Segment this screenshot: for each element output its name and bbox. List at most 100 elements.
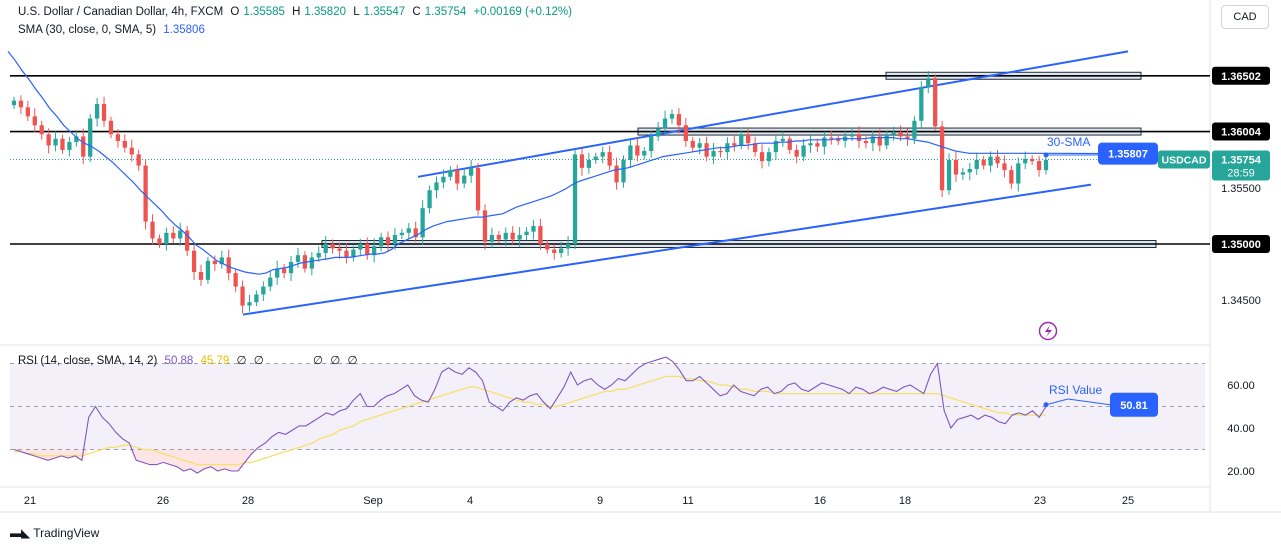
trend-line-lower-channel [242, 183, 1092, 316]
candle [780, 131, 785, 147]
candle [261, 281, 266, 302]
time-tick-3: Sep [363, 495, 383, 507]
candle [836, 134, 841, 145]
candle [538, 218, 543, 250]
chart-header-row: U.S. Dollar / Canadian Dollar, 4h, FXCM … [18, 6, 576, 18]
candle [337, 242, 342, 259]
candle-body [455, 170, 460, 184]
candle-body [150, 221, 155, 239]
candle-body [545, 244, 550, 250]
rsi-line [13, 356, 1047, 474]
candle-body [53, 138, 58, 146]
candle-body [752, 143, 758, 153]
candle-body [247, 302, 252, 306]
candle [136, 149, 141, 171]
candle-body [427, 190, 432, 209]
candle-body [39, 125, 44, 135]
candle-body [281, 268, 287, 274]
candle [191, 244, 197, 280]
candle [877, 129, 882, 152]
candle [268, 270, 273, 292]
candle-body [496, 235, 501, 240]
high-label: H [292, 6, 301, 18]
candle [60, 134, 65, 154]
candle-body [254, 294, 259, 303]
symbol-tag [1158, 150, 1210, 169]
candle [759, 144, 765, 169]
candle [766, 147, 772, 167]
candle-body [974, 160, 979, 169]
candle [441, 169, 446, 189]
candle-body [662, 118, 668, 129]
candle [281, 264, 287, 279]
high-value: 1.35820 [304, 6, 346, 18]
candle [427, 185, 432, 214]
last-price-tag [1212, 150, 1270, 181]
candle [773, 135, 779, 161]
candle [185, 225, 190, 256]
candle-body [676, 114, 682, 126]
candle-body [524, 231, 529, 236]
lightning-icon[interactable] [1038, 321, 1058, 341]
candle-body [115, 134, 121, 141]
candle-body [697, 143, 702, 148]
candle [108, 116, 114, 139]
candle-body [406, 228, 411, 233]
candle-body [718, 151, 723, 153]
tradingview-mark-icon: ▬◣ [10, 526, 30, 540]
candle-body [586, 160, 592, 168]
candle-body [372, 246, 377, 256]
candle [933, 74, 938, 131]
lightning-icon-ring [1038, 321, 1058, 341]
candle [953, 152, 959, 182]
candle-body [669, 114, 675, 119]
candle-body [171, 232, 176, 239]
candle-body [185, 230, 190, 251]
candle [178, 222, 183, 246]
candle-body [995, 156, 1000, 164]
candle-body [60, 138, 65, 150]
candle [358, 238, 363, 257]
candle [351, 245, 356, 262]
candle [856, 126, 862, 149]
sma-legend-row: SMA (30, close, 0, SMA, 5) 1.35806 [18, 24, 209, 36]
time-tick-10: 23 [1034, 495, 1046, 507]
rsi-tick-2: 60.00 [1227, 380, 1255, 392]
candle-body [614, 165, 619, 183]
candle-body [1043, 160, 1049, 171]
annotation-rsi-pointer [1045, 398, 1069, 406]
candle [711, 143, 716, 164]
candle-body [462, 175, 467, 184]
rsi-ma-legend-value: 45.79 [200, 355, 230, 367]
tradingview-logo[interactable]: ▬◣ TradingView [10, 526, 99, 540]
candles [11, 70, 1049, 314]
rsi-extra-1: ∅ [236, 355, 247, 367]
candle-body [510, 232, 515, 240]
candle-body [912, 120, 917, 139]
candle-body [642, 151, 647, 156]
rsi-tick-0: 20.00 [1227, 466, 1255, 478]
candle [275, 260, 280, 285]
rsi-series [13, 356, 1047, 474]
candle-body [1009, 170, 1014, 184]
sma-legend-value: 1.35806 [163, 24, 205, 36]
candle-body [198, 272, 204, 280]
candle [565, 236, 571, 256]
candle-body [420, 208, 425, 238]
candle [531, 220, 536, 240]
last-price-tag-value: 1.35754 [1221, 155, 1262, 167]
time-tick-9: 18 [899, 495, 911, 507]
candle [462, 169, 467, 189]
candle [939, 121, 945, 197]
candle-body [656, 128, 661, 137]
currency-button[interactable]: CAD [1221, 5, 1269, 29]
candle-body [226, 257, 231, 274]
level-tag-2 [1212, 235, 1270, 253]
candle [247, 294, 252, 312]
candle [801, 138, 806, 162]
grid [0, 0, 1281, 513]
candle-body [794, 149, 799, 157]
candle-body [863, 140, 869, 144]
candle [1023, 151, 1028, 170]
